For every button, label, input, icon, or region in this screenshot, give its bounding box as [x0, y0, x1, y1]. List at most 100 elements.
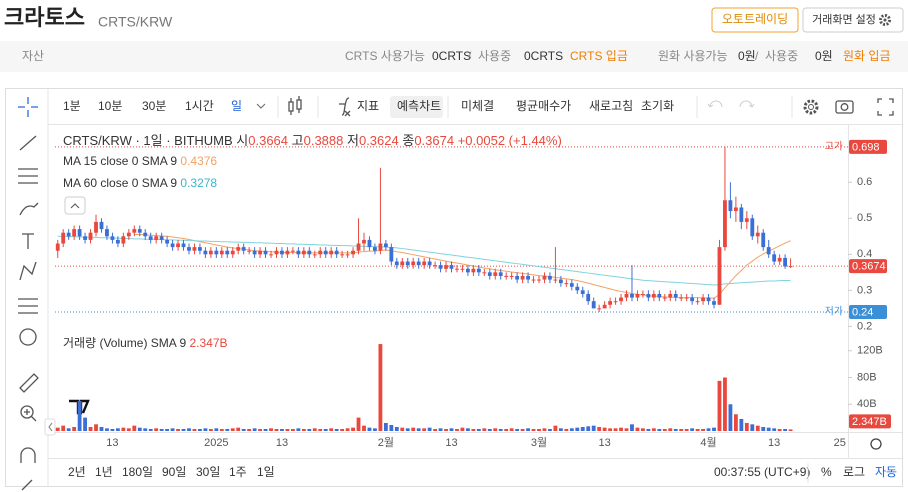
settings-icon[interactable]: [803, 99, 819, 115]
volume-bar: [416, 428, 421, 431]
candle-body: [301, 250, 306, 255]
brush-tool[interactable]: [19, 202, 39, 216]
volume-bar: [126, 428, 131, 431]
volume-bar: [66, 428, 71, 431]
candle-body: [66, 232, 71, 237]
redo-button[interactable]: [739, 100, 755, 108]
interval-dropdown[interactable]: [256, 103, 266, 109]
lock-tool[interactable]: [21, 479, 33, 491]
volume-bar: [602, 427, 607, 431]
candle-body: [143, 232, 148, 237]
tool-button[interactable]: 미체결: [461, 99, 494, 113]
range-button[interactable]: 1주: [229, 465, 247, 479]
emoji-tool[interactable]: [19, 328, 37, 346]
candle-body: [531, 279, 536, 281]
text-tool[interactable]: [22, 233, 34, 249]
candle-body: [723, 200, 727, 248]
volume-bar: [438, 428, 443, 431]
camera-icon: [840, 103, 849, 111]
tool-button[interactable]: 새로고침: [589, 99, 633, 113]
volume-bar: [537, 428, 541, 431]
volume-bar: [323, 428, 328, 431]
volume-bar: [230, 428, 235, 431]
fib-tool[interactable]: [18, 168, 38, 184]
ruler-tool[interactable]: [19, 373, 39, 393]
volume-bar: [258, 428, 263, 431]
range-button[interactable]: 1년: [95, 465, 113, 479]
candle-body: [154, 236, 159, 240]
collapse-button[interactable]: [44, 418, 56, 436]
candle-body: [192, 247, 197, 251]
candle-body: [433, 265, 438, 267]
volume-bar: [723, 377, 727, 431]
range-button[interactable]: 180일: [122, 465, 153, 479]
deposit-link[interactable]: CRTS 입금: [570, 49, 628, 63]
auto-toggle[interactable]: 자동: [875, 465, 897, 479]
volume-bar: [460, 427, 465, 431]
range-button[interactable]: 90일: [162, 465, 186, 479]
candle-body: [422, 261, 427, 266]
indicator-icon[interactable]: [339, 97, 351, 117]
zoom-tool[interactable]: [20, 405, 34, 419]
chart-type-button[interactable]: [288, 96, 302, 115]
tool-button[interactable]: 초기화: [641, 99, 674, 113]
volume-bar: [192, 428, 197, 431]
candle-body: [88, 232, 93, 240]
volume-bar: [394, 426, 399, 431]
marker-label: 고가: [825, 141, 843, 153]
volume-bar: [739, 418, 744, 431]
candle-body: [345, 254, 350, 256]
log-toggle[interactable]: 로그: [843, 465, 865, 479]
volume-bar: [301, 428, 306, 431]
volume-bar: [444, 428, 448, 431]
candle-body: [783, 257, 788, 267]
y-tick-label: 0.6: [857, 176, 872, 188]
interval-button[interactable]: 10분: [98, 99, 122, 113]
volume-bar: [613, 428, 618, 431]
asset-label: 자산: [22, 49, 44, 63]
magnet-tool[interactable]: [20, 447, 36, 463]
crosshair-tool[interactable]: [18, 97, 38, 117]
interval-button[interactable]: 일: [231, 99, 242, 113]
tool-button[interactable]: 평균매수가: [516, 99, 571, 113]
fullscreen-icon[interactable]: [877, 98, 894, 116]
tool-button[interactable]: 지표: [357, 99, 379, 113]
x-tick-label: 13: [768, 437, 780, 449]
range-button[interactable]: 1일: [257, 465, 275, 479]
candle-body: [241, 247, 246, 251]
range-button[interactable]: 2년: [68, 465, 86, 479]
legend-collapse[interactable]: [64, 196, 86, 215]
settings-button[interactable]: 거래화면 설정: [802, 7, 904, 33]
volume-bar: [465, 428, 470, 431]
candle-body: [274, 250, 279, 255]
interval-button[interactable]: 30분: [142, 99, 166, 113]
volume-bar: [61, 425, 66, 431]
camera-icon[interactable]: [835, 100, 854, 114]
gear-icon: [883, 18, 887, 22]
volume-bar: [411, 427, 416, 431]
axis-settings[interactable]: [870, 438, 882, 450]
autotrade-button[interactable]: 오토트레이딩: [711, 7, 799, 33]
deposit-link[interactable]: 원화 입금: [843, 49, 891, 63]
candle-body: [602, 304, 607, 309]
interval-button[interactable]: 1분: [63, 99, 81, 113]
prediction-tool[interactable]: [18, 298, 38, 314]
ma-legend: MA 60 close 0 SMA 9 0.3278: [63, 176, 217, 190]
asset-bar: [0, 41, 908, 72]
x-tick-label: 4월: [700, 436, 716, 449]
volume-bar: [312, 428, 317, 431]
range-button[interactable]: 30일: [196, 465, 220, 479]
pattern-tool[interactable]: [19, 261, 37, 281]
percent-toggle[interactable]: %: [821, 465, 832, 479]
tool-button[interactable]: 예측차트: [397, 99, 441, 113]
price-badge-label: 0.3674: [852, 260, 886, 272]
zoom-tool[interactable]: [24, 409, 37, 422]
candle-body: [280, 250, 284, 255]
volume-bar: [569, 428, 574, 431]
volume-bar: [318, 428, 323, 431]
gear-icon: [879, 14, 891, 26]
interval-button[interactable]: 1시간: [185, 99, 214, 113]
volume-bar: [630, 424, 634, 431]
line-tool[interactable]: [19, 135, 37, 151]
undo-button[interactable]: [707, 100, 723, 108]
